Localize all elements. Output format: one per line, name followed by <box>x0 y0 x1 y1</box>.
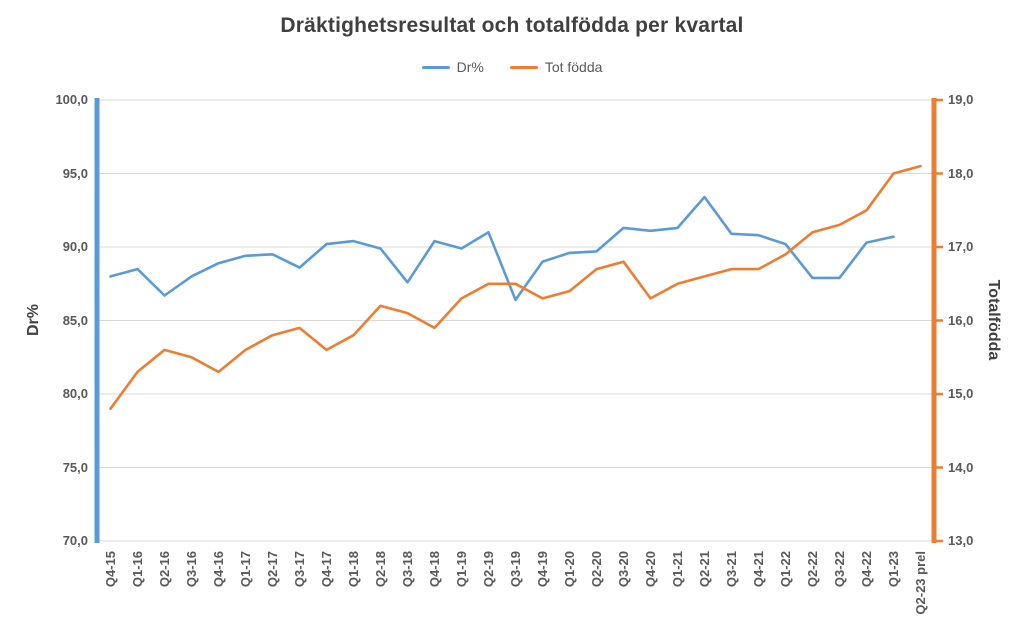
legend-line-swatch-orange <box>509 65 538 69</box>
y-left-tick-label: 90,0 <box>62 239 88 254</box>
x-tick-label: Q2-17 <box>264 551 280 588</box>
y-right-tick-label: 18,0 <box>948 165 974 181</box>
x-tick-label: Q4-18 <box>426 551 442 588</box>
x-tick-label: Q3-22 <box>831 551 847 588</box>
y-right-tick-label: 17,0 <box>948 239 974 254</box>
x-tick-label: Q1-18 <box>345 551 361 588</box>
y-left-tick-label: 70,0 <box>62 533 88 548</box>
y-axis-right-title: Totalfödda <box>985 279 1002 361</box>
x-tick-label: Q1-21 <box>669 551 685 588</box>
x-tick-label: Q4-15 <box>102 551 118 588</box>
x-tick-label: Q1-16 <box>129 551 145 588</box>
y-left-tick-label: 100,0 <box>55 92 88 107</box>
y-right-tick-label: 19,0 <box>948 92 974 107</box>
legend-item-dr: Dr% <box>421 59 484 75</box>
x-tick-label: Q2-20 <box>588 551 604 588</box>
series-line-dr <box>109 195 895 302</box>
x-tick-label: Q3-17 <box>291 551 307 588</box>
x-tick-label: Q1-19 <box>453 551 469 588</box>
x-tick-label: Q3-21 <box>723 551 739 588</box>
x-tick-label: Q4-17 <box>318 551 334 588</box>
legend-label: Tot födda <box>544 59 603 75</box>
x-tick-label: Q2-23 prel <box>912 551 928 615</box>
y-right-tick-label: 15,0 <box>948 386 974 401</box>
x-tick-label: Q1-23 <box>885 551 901 588</box>
y-right-tick-label: 14,0 <box>948 459 974 475</box>
y-right-tick-label: 16,0 <box>948 312 974 328</box>
x-tick-label: Q3-19 <box>507 551 523 588</box>
legend-label: Dr% <box>456 59 484 75</box>
x-tick-label: Q1-20 <box>561 551 577 588</box>
x-tick-label: Q3-20 <box>615 551 631 588</box>
series-line-totfodda <box>109 164 922 411</box>
y-left-tick-label: 85,0 <box>62 312 88 328</box>
x-tick-label: Q1-17 <box>237 551 253 588</box>
y-right-tick-label: 13,0 <box>948 533 974 548</box>
x-tick-label: Q4-20 <box>642 551 658 588</box>
y-left-tick-label: 80,0 <box>62 386 88 401</box>
y-left-tick-label: 75,0 <box>62 459 88 475</box>
x-tick-label: Q1-22 <box>777 551 793 588</box>
y-axis-left-title: Dr% <box>25 304 42 337</box>
x-tick-label: Q4-19 <box>534 551 550 588</box>
legend-item-totfodda: Tot födda <box>509 59 603 75</box>
x-tick-label: Q2-21 <box>696 551 712 588</box>
legend-line-swatch-blue <box>421 65 450 69</box>
x-tick-label: Q3-18 <box>399 551 415 588</box>
x-tick-label: Q4-21 <box>750 551 766 588</box>
x-tick-label: Q2-18 <box>372 551 388 588</box>
legend: Dr% Tot födda <box>0 59 1024 75</box>
x-tick-label: Q2-16 <box>156 551 172 588</box>
chart-title: Dräktighetsresultat och totalfödda per k… <box>280 14 744 37</box>
x-tick-label: Q4-22 <box>858 551 874 588</box>
x-tick-label: Q4-16 <box>210 551 226 588</box>
x-tick-label: Q2-22 <box>804 551 820 588</box>
y-left-tick-label: 95,0 <box>62 165 88 181</box>
x-tick-label: Q2-19 <box>480 551 496 588</box>
x-tick-label: Q3-16 <box>183 551 199 588</box>
